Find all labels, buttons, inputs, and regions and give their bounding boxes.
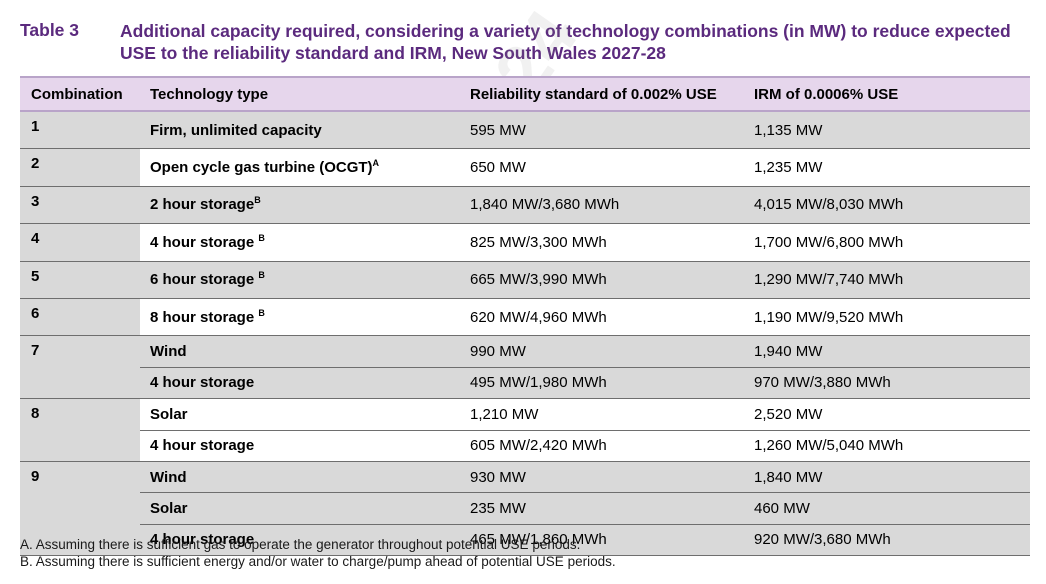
technology-label: Firm, unlimited capacity <box>150 121 322 139</box>
table-header-row: Combination Technology type Reliability … <box>20 76 1030 112</box>
reliability-cell: 465 MW/1,860 MWh <box>460 524 744 557</box>
combination-cell: 7 <box>20 335 140 400</box>
irm-cell: 1,940 MW <box>744 335 1030 368</box>
irm-cell: 1,290 MW/7,740 MWh <box>744 261 1030 299</box>
irm-cell: 1,235 MW <box>744 148 1030 187</box>
technology-cell: Open cycle gas turbine (OCGT)A <box>140 148 460 187</box>
technology-label: 8 hour storage <box>150 308 259 326</box>
reliability-cell: 595 MW <box>460 111 744 150</box>
reliability-cell: 650 MW <box>460 148 744 187</box>
table-title: Additional capacity required, considerin… <box>120 21 1011 63</box>
irm-cell: 2,520 MW <box>744 398 1030 431</box>
header-reliability-standard: Reliability standard of 0.002% USE <box>460 76 744 112</box>
footnote-marker: B <box>258 270 265 281</box>
combination-cell: 9 <box>20 461 140 557</box>
combination-cell: 2 <box>20 148 140 187</box>
technology-cell: Wind <box>140 335 460 368</box>
technology-label: Wind <box>150 343 187 361</box>
reliability-cell: 235 MW <box>460 492 744 525</box>
technology-label: Solar <box>150 405 188 423</box>
table-row: 2 Open cycle gas turbine (OCGT)A 650 MW … <box>20 148 1030 187</box>
technology-label: 6 hour storage <box>150 271 259 289</box>
irm-cell: 4,015 MW/8,030 MWh <box>744 186 1030 225</box>
irm-cell: 920 MW/3,680 MWh <box>744 524 1030 557</box>
footnote-marker: A <box>372 158 380 169</box>
reliability-cell: 495 MW/1,980 MWh <box>460 367 744 400</box>
technology-cell: 6 hour storage B <box>140 261 460 299</box>
technology-label: Open cycle gas turbine (OCGT) <box>150 159 373 177</box>
table-row: 4 hour storage 495 MW/1,980 MWh 970 MW/3… <box>20 367 1030 400</box>
technology-label: Solar <box>150 499 188 517</box>
combination-cell: 4 <box>20 223 140 262</box>
technology-cell: Firm, unlimited capacity <box>140 111 460 150</box>
technology-cell: 8 hour storage B <box>140 298 460 337</box>
reliability-cell: 1,210 MW <box>460 398 744 431</box>
technology-cell: Solar <box>140 492 460 525</box>
combination-cell: 1 <box>20 111 140 150</box>
footnote-marker: B <box>258 232 265 243</box>
reliability-cell: 990 MW <box>460 335 744 368</box>
technology-cell: 4 hour storage <box>140 524 460 557</box>
table-number: Table 3 <box>20 20 80 40</box>
irm-cell: 1,135 MW <box>744 111 1030 150</box>
irm-cell: 460 MW <box>744 492 1030 525</box>
footnote-marker: B <box>254 195 261 206</box>
irm-cell: 970 MW/3,880 MWh <box>744 367 1030 400</box>
technology-cell: 4 hour storage <box>140 430 460 462</box>
combination-cell: 6 <box>20 298 140 337</box>
technology-label: 4 hour storage <box>150 531 255 549</box>
irm-cell: 1,840 MW <box>744 461 1030 494</box>
technology-label: 2 hour storage <box>150 196 255 214</box>
capacity-table: Combination Technology type Reliability … <box>20 76 1030 557</box>
footnote-a: A. Assuming there is sufficient gas to o… <box>20 537 581 552</box>
technology-cell: 4 hour storage <box>140 367 460 400</box>
footnote-b: B. Assuming there is sufficient energy a… <box>20 554 616 569</box>
table-row: 5 6 hour storage B 665 MW/3,990 MWh 1,29… <box>20 261 1030 299</box>
table-row: 8 Solar 1,210 MW 2,520 MW <box>20 398 1030 462</box>
reliability-cell: 665 MW/3,990 MWh <box>460 261 744 299</box>
technology-cell: Solar <box>140 398 460 431</box>
irm-cell: 1,260 MW/5,040 MWh <box>744 430 1030 462</box>
footnote-marker: B <box>258 307 265 318</box>
header-combination: Combination <box>20 76 140 112</box>
combination-cell: 8 <box>20 398 140 462</box>
technology-cell: Wind <box>140 461 460 494</box>
table-row: 6 8 hour storage B 620 MW/4,960 MWh 1,19… <box>20 298 1030 337</box>
reliability-cell: 825 MW/3,300 MWh <box>460 223 744 262</box>
table-row: 7 Wind 990 MW 1,940 MW <box>20 335 1030 400</box>
table-row: 4 hour storage 465 MW/1,860 MWh 920 MW/3… <box>20 524 1030 557</box>
technology-label: Wind <box>150 468 187 486</box>
reliability-cell: 620 MW/4,960 MWh <box>460 298 744 337</box>
combination-cell: 5 <box>20 261 140 299</box>
table-row: 3 2 hour storageB 1,840 MW/3,680 MWh 4,0… <box>20 186 1030 225</box>
reliability-cell: 605 MW/2,420 MWh <box>460 430 744 462</box>
footnotes: A. Assuming there is sufficient gas to o… <box>20 536 616 570</box>
technology-label: 4 hour storage <box>150 233 259 251</box>
technology-label: 4 hour storage <box>150 437 255 455</box>
technology-cell: 2 hour storageB <box>140 186 460 225</box>
table-row: 4 hour storage 605 MW/2,420 MWh 1,260 MW… <box>20 430 1030 462</box>
irm-cell: 1,190 MW/9,520 MWh <box>744 298 1030 337</box>
table-row: 9 Wind 930 MW 1,840 MW <box>20 461 1030 557</box>
irm-cell: 1,700 MW/6,800 MWh <box>744 223 1030 262</box>
reliability-cell: 930 MW <box>460 461 744 494</box>
header-irm: IRM of 0.0006% USE <box>744 76 1030 112</box>
combination-cell: 3 <box>20 186 140 225</box>
table-row: 4 4 hour storage B 825 MW/3,300 MWh 1,70… <box>20 223 1030 262</box>
technology-label: 4 hour storage <box>150 374 255 392</box>
table-row: Solar 235 MW 460 MW <box>20 492 1030 525</box>
technology-cell: 4 hour storage B <box>140 223 460 262</box>
table-row: 1 Firm, unlimited capacity 595 MW 1,135 … <box>20 111 1030 150</box>
header-technology-type: Technology type <box>140 76 460 112</box>
reliability-cell: 1,840 MW/3,680 MWh <box>460 186 744 225</box>
